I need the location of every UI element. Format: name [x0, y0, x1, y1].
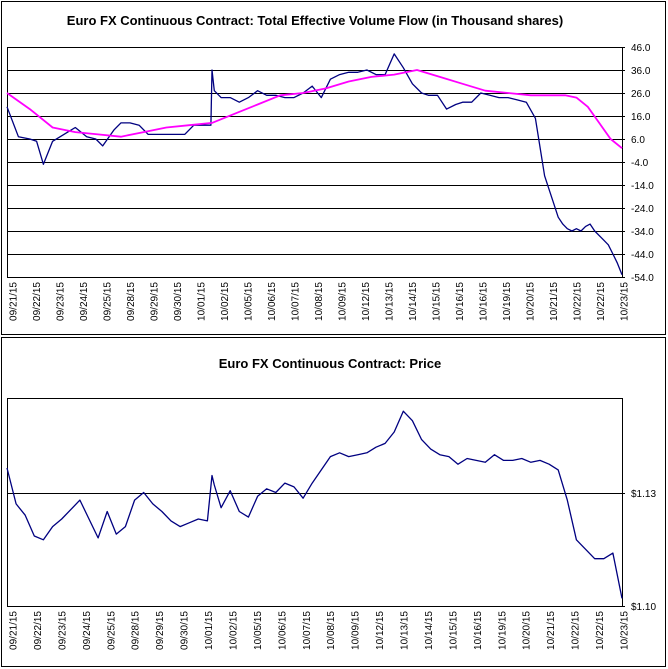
- x-tick-label: 10/20/15: [526, 282, 537, 321]
- x-tick-label: 10/23/15: [620, 611, 631, 650]
- y-tick-label: 6.0: [631, 135, 645, 146]
- x-tick-label: 10/15/15: [432, 282, 443, 321]
- x-tick-label: 10/22/15: [596, 282, 607, 321]
- x-tick-label: 10/15/15: [448, 611, 459, 650]
- x-tick-label: 10/12/15: [361, 282, 372, 321]
- x-tick-label: 09/29/15: [150, 282, 161, 321]
- x-tick-label: 10/01/15: [204, 611, 215, 650]
- y-tick-label: 26.0: [631, 89, 651, 100]
- x-tick-label: 10/22/15: [571, 611, 582, 650]
- x-tick-label: 09/29/15: [155, 611, 166, 650]
- y-tick-label: -24.0: [631, 204, 654, 215]
- x-tick-label: 09/30/15: [180, 611, 191, 650]
- x-tick-label: 10/02/15: [220, 282, 231, 321]
- x-tick-label: 10/07/15: [302, 611, 313, 650]
- x-tick-label: 10/06/15: [267, 282, 278, 321]
- y-tick-label: -34.0: [631, 227, 654, 238]
- x-tick-label: 09/21/15: [9, 611, 20, 650]
- y-tick-label: -14.0: [631, 181, 654, 192]
- x-tick-label: 10/01/15: [197, 282, 208, 321]
- x-tick-label: 10/19/15: [497, 611, 508, 650]
- chart-panel-2: Euro FX Continuous Contract: Price $1.13 $…: [1, 337, 666, 667]
- x-tick-label: 09/22/15: [32, 282, 43, 321]
- panel-frame: [1, 337, 666, 667]
- series-line-2: [6, 69, 623, 149]
- x-tick-label: 09/28/15: [126, 282, 137, 321]
- x-tick-label: 09/25/15: [103, 282, 114, 321]
- x-tick-label: 10/07/15: [291, 282, 302, 321]
- x-tick-label: 10/08/15: [314, 282, 325, 321]
- x-tick-label: 09/30/15: [173, 282, 184, 321]
- x-tick-label: 10/19/15: [502, 282, 513, 321]
- y-tick-label: $1.10: [631, 602, 656, 613]
- x-tick-label: 10/02/15: [228, 611, 239, 650]
- x-tick-label: 10/22/15: [573, 282, 584, 321]
- series-line-1: [6, 410, 623, 599]
- x-tick-label: 10/16/15: [479, 282, 490, 321]
- x-tick-label: 09/25/15: [106, 611, 117, 650]
- x-tick-label: 09/24/15: [82, 611, 93, 650]
- chart-title: Euro FX Continuous Contract: Total Effec…: [67, 13, 563, 28]
- x-tick-label: 10/06/15: [277, 611, 288, 650]
- chart-title: Euro FX Continuous Contract: Price: [219, 356, 441, 371]
- x-tick-label: 10/12/15: [375, 611, 386, 650]
- x-tick-label: 10/08/15: [326, 611, 337, 650]
- x-tick-label: 09/22/15: [33, 611, 44, 650]
- y-tick-label: $1.13: [631, 489, 656, 500]
- x-tick-label: 09/21/15: [9, 282, 20, 321]
- x-tick-label: 10/20/15: [522, 611, 533, 650]
- y-tick-label: 46.0: [631, 43, 651, 54]
- x-tick-label: 09/28/15: [131, 611, 142, 650]
- x-tick-label: 10/09/15: [351, 611, 362, 650]
- chart-panel-1: Euro FX Continuous Contract: Total Effec…: [1, 1, 666, 335]
- x-tick-label: 10/16/15: [473, 611, 484, 650]
- x-tick-label: 09/23/15: [57, 611, 68, 650]
- panel-frame: [1, 1, 666, 335]
- x-tick-label: 10/05/15: [244, 282, 255, 321]
- y-tick-label: 36.0: [631, 66, 651, 77]
- x-tick-label: 10/13/15: [400, 611, 411, 650]
- y-tick-label: -44.0: [631, 250, 654, 261]
- x-tick-label: 09/24/15: [79, 282, 90, 321]
- y-tick-label: -4.0: [631, 158, 649, 169]
- x-tick-label: 10/14/15: [424, 611, 435, 650]
- y-tick-label: 16.0: [631, 112, 651, 123]
- x-tick-label: 10/13/15: [385, 282, 396, 321]
- series-line-1: [6, 53, 623, 275]
- x-tick-label: 09/23/15: [56, 282, 67, 321]
- x-tick-label: 10/14/15: [408, 282, 419, 321]
- x-tick-label: 10/21/15: [546, 611, 557, 650]
- x-tick-label: 10/09/15: [338, 282, 349, 321]
- x-tick-label: 10/23/15: [620, 282, 631, 321]
- x-tick-label: 10/21/15: [549, 282, 560, 321]
- y-tick-label: -54.0: [631, 273, 654, 284]
- x-tick-label: 10/16/15: [455, 282, 466, 321]
- x-tick-label: 10/05/15: [253, 611, 264, 650]
- x-tick-label: 10/22/15: [595, 611, 606, 650]
